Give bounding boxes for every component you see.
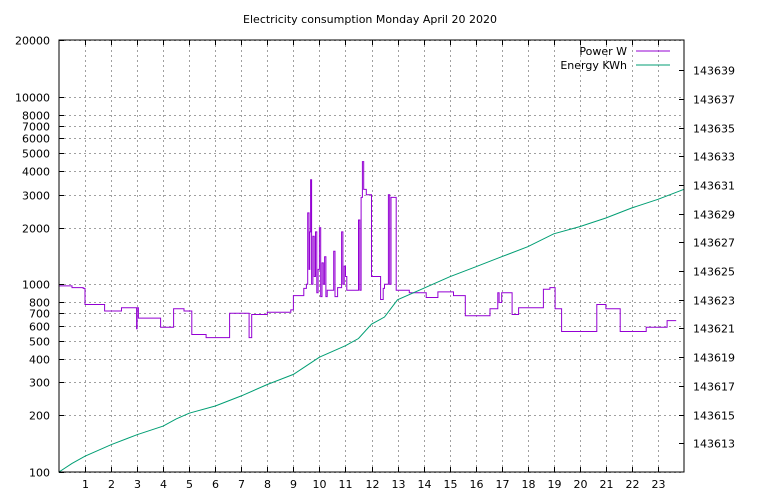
y-right-tick-label: 143621 xyxy=(693,323,735,336)
y-left-tick-label: 8000 xyxy=(22,110,50,123)
x-tick-label: 19 xyxy=(548,478,562,491)
y-right-tick-label: 143625 xyxy=(693,266,735,279)
y-left-tick-label: 20000 xyxy=(15,35,50,48)
x-tick-label: 11 xyxy=(339,478,353,491)
y-right-tick-label: 143617 xyxy=(693,381,735,394)
y-left-tick-label: 1000 xyxy=(22,279,50,292)
y-left-tick-label: 600 xyxy=(29,321,50,334)
y-right-tick-label: 143633 xyxy=(693,151,735,164)
y-left-tick-label: 2000 xyxy=(22,223,50,236)
x-tick-label: 22 xyxy=(626,478,640,491)
x-tick-label: 8 xyxy=(264,478,271,491)
legend-label: Energy KWh xyxy=(560,59,627,72)
plot-frame xyxy=(58,39,685,473)
legend-label: Power W xyxy=(579,45,627,58)
x-tick-label: 1 xyxy=(82,478,89,491)
y-right-tick-label: 143615 xyxy=(693,410,735,423)
y-left-tick-label: 500 xyxy=(29,336,50,349)
y-right-tick-label: 143613 xyxy=(693,438,735,451)
y-left-tick-label: 300 xyxy=(29,377,50,390)
y-right-tick-label: 143619 xyxy=(693,352,735,365)
energy-series-line xyxy=(58,188,685,473)
y-left-tick-label: 800 xyxy=(29,297,50,310)
y-left-tick-label: 100 xyxy=(29,467,50,480)
x-tick-label: 21 xyxy=(600,478,614,491)
power-series-line xyxy=(59,161,677,339)
y-right-tick-label: 143627 xyxy=(693,237,735,250)
x-tick-label: 5 xyxy=(186,478,193,491)
x-tick-label: 16 xyxy=(470,478,484,491)
x-tick-label: 4 xyxy=(160,478,167,491)
y-left-tick-label: 10000 xyxy=(15,92,50,105)
x-tick-label: 20 xyxy=(574,478,588,491)
x-tick-label: 23 xyxy=(652,478,666,491)
y-right-tick-label: 143623 xyxy=(693,295,735,308)
y-left-tick-label: 4000 xyxy=(22,166,50,179)
y-left-tick-label: 3000 xyxy=(22,190,50,203)
x-tick-label: 10 xyxy=(313,478,327,491)
y-right-tick-label: 143629 xyxy=(693,209,735,222)
y-left-tick-label: 700 xyxy=(29,308,50,321)
y-left-tick-label: 7000 xyxy=(22,121,50,134)
x-tick-label: 18 xyxy=(522,478,536,491)
x-tick-label: 3 xyxy=(134,478,141,491)
x-tick-label: 15 xyxy=(444,478,458,491)
x-tick-label: 17 xyxy=(496,478,510,491)
x-tick-label: 7 xyxy=(238,478,245,491)
y-left-tick-label: 5000 xyxy=(22,148,50,161)
x-tick-label: 14 xyxy=(418,478,432,491)
x-tick-label: 13 xyxy=(392,478,406,491)
y-left-tick-label: 400 xyxy=(29,354,50,367)
x-tick-label: 12 xyxy=(366,478,380,491)
y-left-tick-label: 200 xyxy=(29,410,50,423)
y-right-tick-label: 143635 xyxy=(693,123,735,136)
axes: 1 2 3 4 5 6 7 8 9 10 11 12 13 14 15 16 17 18 19 20 21 22 23100… xyxy=(15,35,735,492)
x-tick-label: 9 xyxy=(290,478,297,491)
y-left-tick-label: 6000 xyxy=(22,133,50,146)
y-right-tick-label: 143637 xyxy=(693,94,735,107)
plot-area xyxy=(58,161,685,473)
y-right-tick-label: 143631 xyxy=(693,180,735,193)
chart-title: Electricity consumption Monday April 20 … xyxy=(243,13,497,26)
y-right-tick-label: 143639 xyxy=(693,65,735,78)
x-tick-label: 6 xyxy=(212,478,219,491)
x-tick-label: 2 xyxy=(108,478,115,491)
